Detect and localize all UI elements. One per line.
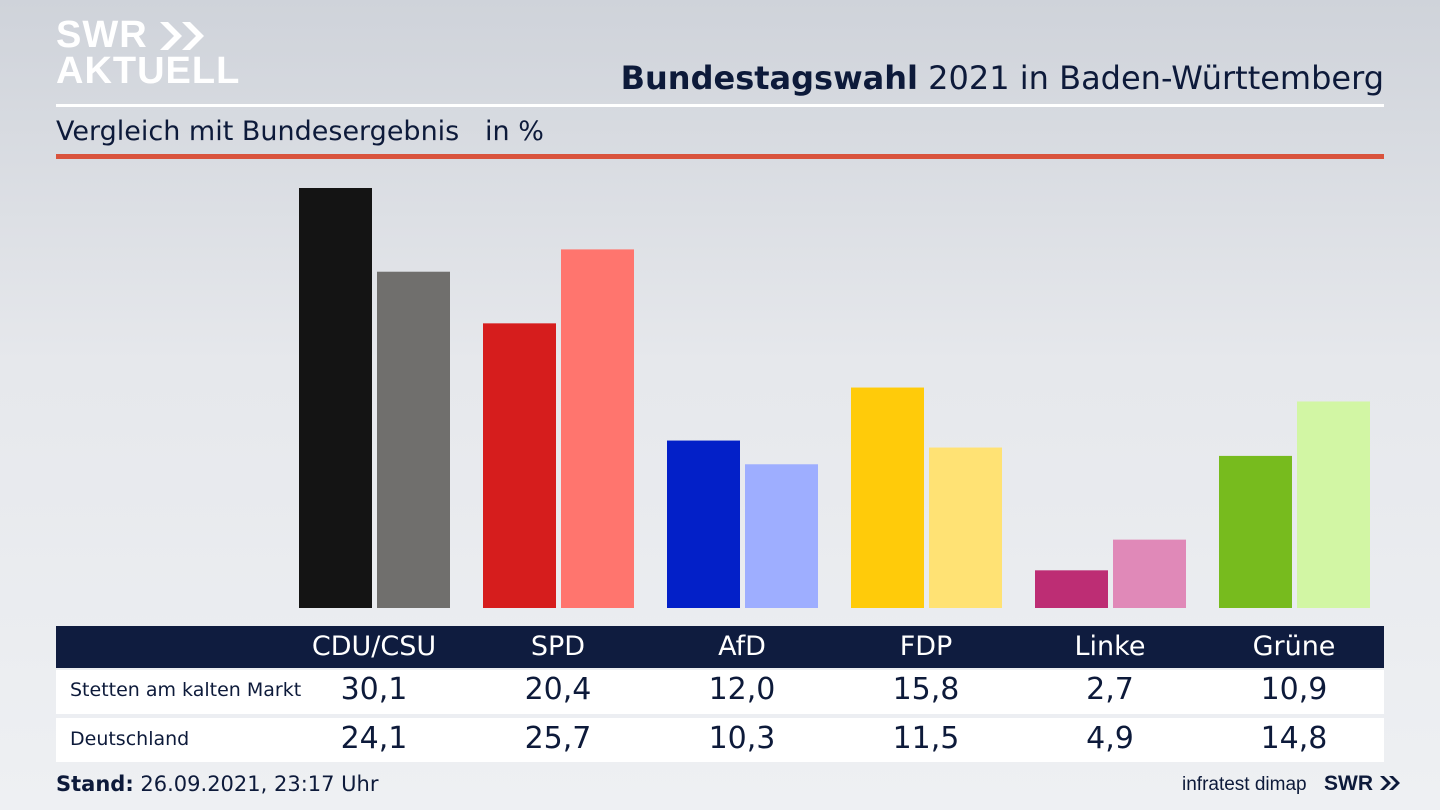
bar-afd-national — [745, 464, 818, 608]
party-label-afd: AfD — [718, 631, 766, 662]
bar-fdp-national — [929, 447, 1002, 608]
bar-fdp-local — [851, 387, 924, 608]
logo-line-2: AKTUELL — [56, 50, 241, 92]
row-label-local: Stetten am kalten Markt — [70, 679, 302, 701]
subtitle: Vergleich mit Bundesergebnis in % — [56, 116, 544, 147]
chevron-logo-icon — [160, 22, 204, 50]
value-local-cducsu: 30,1 — [340, 672, 408, 707]
party-label-fdp: FDP — [899, 631, 953, 662]
value-national-linke: 4,9 — [1086, 721, 1134, 756]
row-label-national: Deutschland — [70, 728, 190, 750]
value-national-cducsu: 24,1 — [340, 721, 408, 756]
swr-aktuell-logo: SWR AKTUELL — [56, 14, 256, 94]
value-local-spd: 20,4 — [524, 672, 592, 707]
title-divider — [56, 104, 1384, 107]
bar-cducsu-local — [299, 188, 372, 608]
value-national-afd: 10,3 — [708, 721, 776, 756]
bar-linke-local — [1035, 570, 1108, 608]
table-header-band — [56, 626, 1384, 668]
swr-brand-text: SWR — [1324, 772, 1373, 795]
timestamp-value: 26.09.2021, 23:17 Uhr — [133, 772, 379, 796]
timestamp-label: Stand: — [56, 772, 134, 796]
party-label-spd: SPD — [530, 631, 586, 662]
swr-brand: SWR — [1324, 770, 1401, 798]
bar-spd-national — [561, 249, 634, 608]
bar-afd-local — [667, 440, 740, 608]
value-national-fdp: 11,5 — [892, 721, 960, 756]
source-credit: infratest dimap — [1182, 774, 1307, 795]
bar-grüne-local — [1219, 455, 1292, 608]
value-national-spd: 25,7 — [524, 721, 592, 756]
title-rest: 2021 in Baden-Württemberg — [917, 59, 1384, 97]
page-title: Bundestagswahl 2021 in Baden-Württemberg — [621, 58, 1384, 98]
table-row-local — [56, 670, 1384, 714]
chevron-small-icon — [1379, 776, 1400, 790]
value-local-grüne: 10,9 — [1260, 672, 1328, 707]
party-label-linke: Linke — [1074, 631, 1146, 662]
value-national-grüne: 14,8 — [1260, 721, 1328, 756]
value-local-linke: 2,7 — [1086, 672, 1134, 707]
bar-linke-national — [1113, 539, 1186, 608]
party-label-cducsu: CDU/CSU — [311, 631, 437, 662]
timestamp: Stand: 26.09.2021, 23:17 Uhr — [56, 770, 379, 798]
value-local-afd: 12,0 — [708, 672, 776, 707]
title-bold: Bundestagswahl — [620, 59, 918, 97]
logo-line-1: SWR — [56, 14, 148, 56]
table-row-national — [56, 718, 1384, 762]
bar-spd-local — [483, 323, 556, 608]
value-local-fdp: 15,8 — [892, 672, 960, 707]
party-label-grüne: Grüne — [1252, 631, 1336, 662]
bar-cducsu-national — [377, 271, 450, 608]
subtitle-divider — [56, 154, 1384, 159]
bar-grüne-national — [1297, 401, 1370, 608]
